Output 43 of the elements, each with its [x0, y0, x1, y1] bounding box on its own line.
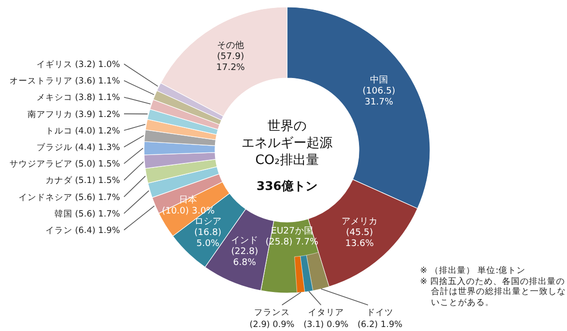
slice-label: メキシコ [36, 93, 72, 104]
slice-label: イラン [45, 226, 72, 236]
slice-label: 日本 [179, 194, 198, 206]
data-label: (5.1) 1.5% [75, 176, 120, 186]
text: ※ 四捨五入のため、各国の排出量の合計は世界の総排出量と一致しないことがある。 [420, 276, 566, 308]
slice-label: イタリア [308, 308, 344, 318]
text: 世界のエネルギー起源CO₂排出量 [242, 119, 332, 168]
slice-label: 南アフリカ [27, 110, 72, 120]
data-label: (3.2) 1.0% [75, 60, 120, 70]
data-label: (6.4) 1.9% [75, 226, 120, 236]
slice-label: ロシア [194, 217, 222, 228]
slice-label: 中国 [370, 74, 388, 86]
data-label: (3.8) 1.1% [75, 93, 120, 104]
data-label: (45.5) 13.6% [345, 228, 374, 250]
text: ※ （排出量） 単位:億トン [420, 266, 527, 276]
data-label: (4.0) 1.2% [75, 126, 120, 136]
data-label: (106.5) 31.7% [362, 86, 396, 108]
slice-label: インド [231, 236, 258, 246]
slice-label: ブラジル [36, 143, 72, 153]
slice-label: サウジアラビア [9, 160, 72, 170]
slice-label: インドネシア [18, 192, 72, 203]
text: 336億トン [256, 179, 318, 193]
data-label: (2.9) 0.9% [250, 320, 294, 330]
slice-label: トルコ [45, 126, 72, 136]
data-label: (22.8) 6.8% [231, 246, 258, 268]
slice-label: イギリス [36, 60, 72, 70]
data-label: (4.4) 1.3% [75, 143, 120, 153]
slice-label: ドイツ [366, 308, 394, 318]
data-label: (5.0) 1.5% [75, 160, 120, 170]
data-label: (5.6) 1.7% [75, 192, 120, 203]
slice-label: オーストラリア [9, 76, 72, 87]
data-label: (57.9) 17.2% [216, 52, 246, 74]
slice-label: 韓国 [54, 209, 72, 220]
data-label: (16.8) 5.0% [194, 228, 222, 250]
slice-label: フランス [254, 308, 290, 318]
slice-label: カナダ [45, 176, 72, 186]
data-label: (5.6) 1.7% [75, 209, 120, 220]
data-label: (3.1) 0.9% [304, 320, 348, 330]
data-label: (6.2) 1.9% [358, 320, 402, 330]
slice-label: アメリカ [342, 217, 378, 228]
slice-label: その他 [217, 40, 244, 52]
data-label: (3.6) 1.1% [75, 76, 120, 87]
data-label: (3.9) 1.2% [75, 110, 120, 120]
